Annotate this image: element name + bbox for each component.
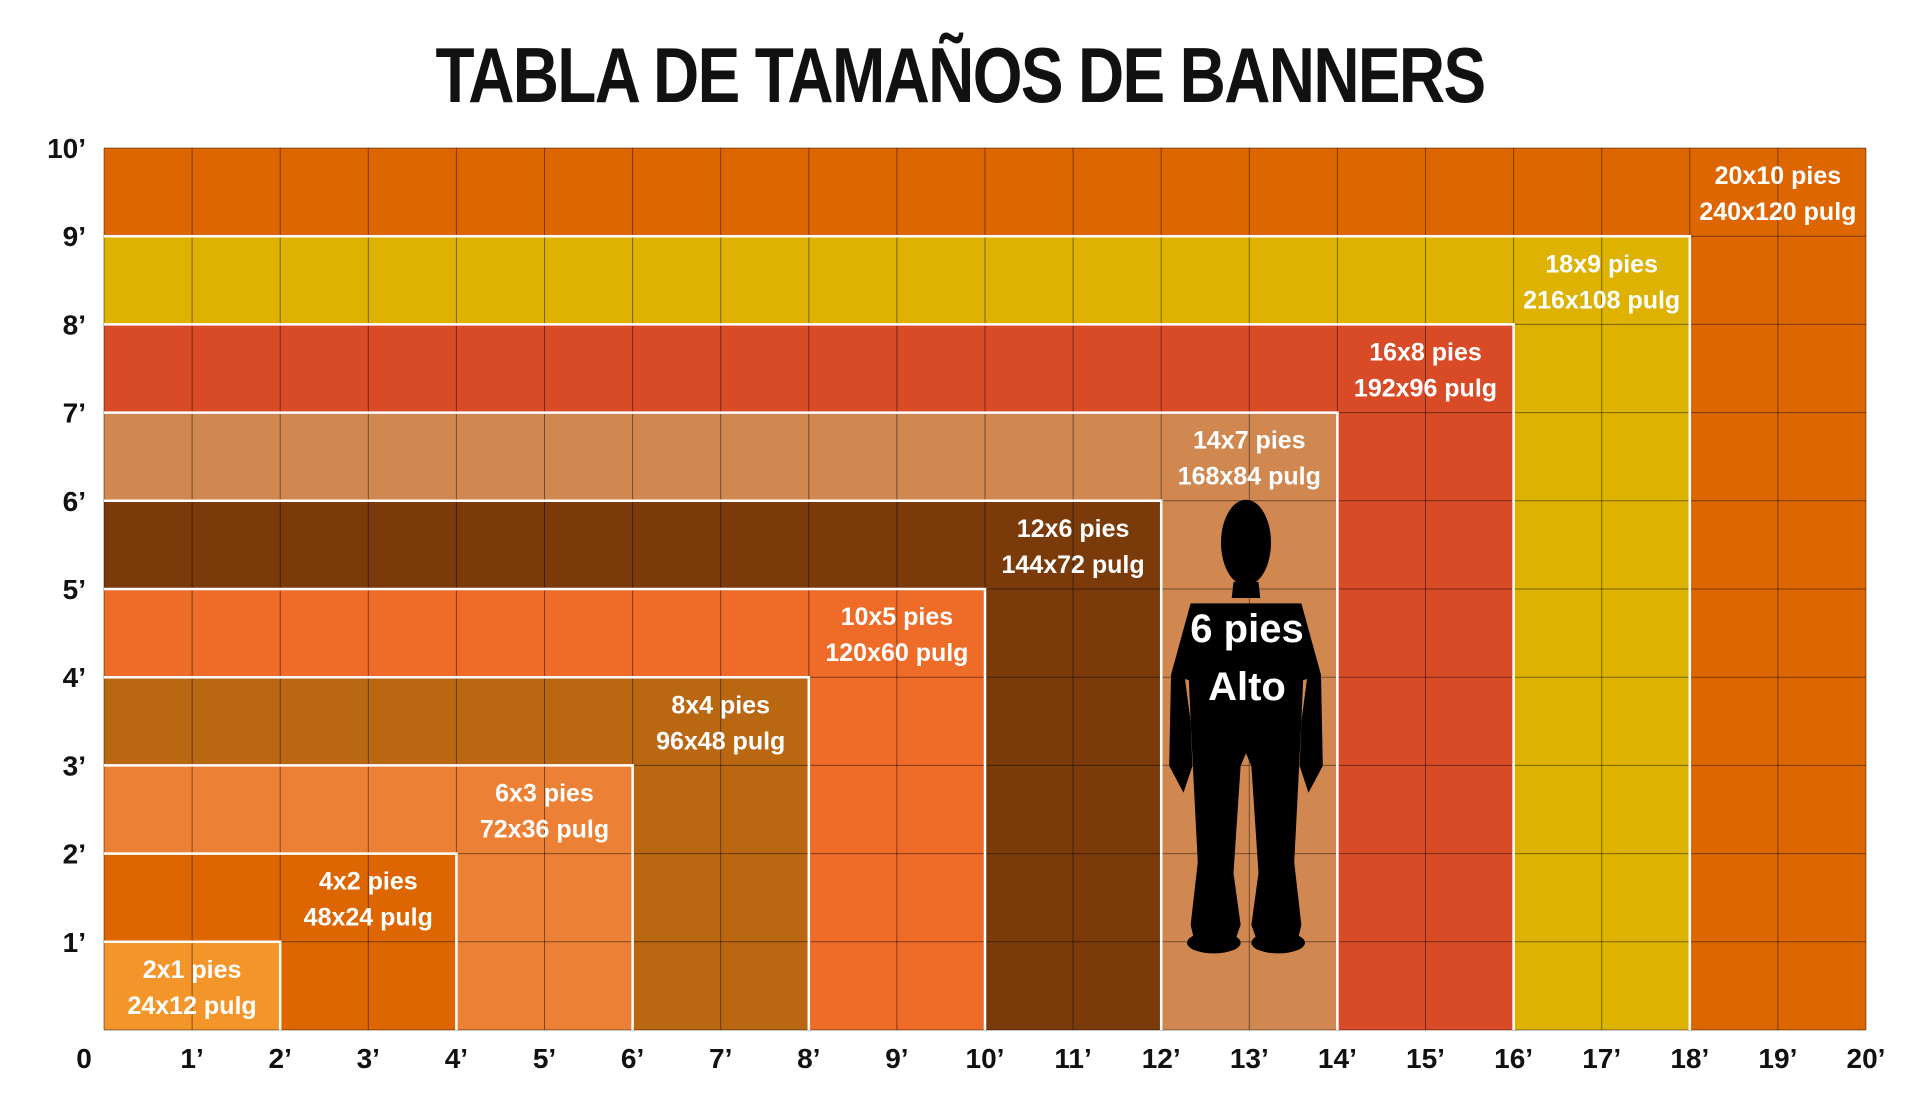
banner-labels: 20x10 pies 240x120 pulg 18x9 pies 216x108 p… <box>127 162 1856 1020</box>
banner-label-feet: 18x9 pies <box>1545 250 1658 278</box>
banner-label-feet: 20x10 pies <box>1715 162 1842 190</box>
banner-border-12x6 <box>104 499 1163 1030</box>
banner-label-inches: 144x72 pulg <box>1002 551 1145 579</box>
human-silhouette: 6 pies Alto <box>1169 499 1323 954</box>
x-tick-label: 8’ <box>797 1043 820 1074</box>
x-tick-label: 13’ <box>1230 1043 1269 1074</box>
x-tick-label: 14’ <box>1318 1043 1357 1074</box>
y-tick-label: 3’ <box>63 750 86 781</box>
y-tick-label: 6’ <box>63 486 86 517</box>
banner-label-inches: 168x84 pulg <box>1178 463 1321 491</box>
banner-label-feet: 16x8 pies <box>1369 339 1482 367</box>
banner-label-feet: 8x4 pies <box>671 691 770 719</box>
x-tick-label: 9’ <box>885 1043 908 1074</box>
banner-label-inches: 216x108 pulg <box>1523 286 1680 314</box>
banner-label-inches: 48x24 pulg <box>304 904 433 932</box>
x-tick-label: 16’ <box>1494 1043 1533 1074</box>
x-tick-label: 3’ <box>357 1043 380 1074</box>
banner-border-8x4 <box>104 675 811 1030</box>
x-tick-label: 2’ <box>269 1043 292 1074</box>
x-tick-label: 20’ <box>1847 1043 1886 1074</box>
banner-border-4x2 <box>104 852 458 1030</box>
banner-label-feet: 14x7 pies <box>1193 427 1306 455</box>
banner-label-inches: 192x96 pulg <box>1354 375 1497 403</box>
banner-label-inches: 72x36 pulg <box>480 816 609 844</box>
x-tick-label: 0 <box>76 1043 92 1074</box>
banner-label-inches: 96x48 pulg <box>656 727 785 755</box>
y-tick-label: 2’ <box>63 839 86 870</box>
x-tick-label: 5’ <box>533 1043 556 1074</box>
banner-rect-2x1 <box>104 941 281 1030</box>
x-tick-label: 15’ <box>1406 1043 1445 1074</box>
banner-label-feet: 4x2 pies <box>319 868 418 896</box>
y-tick-label: 1’ <box>63 927 86 958</box>
y-axis: 1’ 2’ 3’ 4’ 5’ 6’ 7’ 8’ 9’ 10’ <box>47 133 86 958</box>
x-tick-label: 10’ <box>966 1043 1005 1074</box>
y-tick-label: 8’ <box>63 309 86 340</box>
y-tick-label: 10’ <box>47 133 86 164</box>
banner-border-10x5 <box>104 587 987 1030</box>
x-tick-label: 18’ <box>1670 1043 1709 1074</box>
banner-border-6x3 <box>104 764 634 1030</box>
x-tick-label: 4’ <box>445 1043 468 1074</box>
x-tick-label: 7’ <box>709 1043 732 1074</box>
x-tick-label: 1’ <box>180 1043 203 1074</box>
banner-border-18x9 <box>104 234 1692 1030</box>
x-tick-label: 11’ <box>1054 1043 1091 1074</box>
x-axis: 0 1’ 2’ 3’ 4’ 5’ 6’ 7’ 8’ 9’ 10’ 11’ 12’ 13’ 14’ 15’ 16’… <box>76 1043 1885 1074</box>
person-icon <box>1169 499 1323 954</box>
banner-label-feet: 12x6 pies <box>1017 515 1130 543</box>
banner-label-feet: 6x3 pies <box>495 780 594 808</box>
banner-border-2x1 <box>104 940 282 1030</box>
y-tick-label: 4’ <box>63 662 86 693</box>
grid-lines <box>103 147 1867 1031</box>
banner-border-16x8 <box>104 323 1515 1030</box>
y-tick-label: 5’ <box>63 574 86 605</box>
banner-label-inches: 120x60 pulg <box>825 639 968 667</box>
banner-border-14x7 <box>104 411 1339 1030</box>
banner-label-inches: 240x120 pulg <box>1699 198 1856 226</box>
x-tick-label: 19’ <box>1758 1043 1797 1074</box>
human-height-label-line2: Alto <box>1208 665 1286 709</box>
banner-label-feet: 2x1 pies <box>143 956 242 984</box>
banner-label-feet: 10x5 pies <box>841 603 954 631</box>
x-tick-label: 17’ <box>1582 1043 1621 1074</box>
x-tick-label: 12’ <box>1142 1043 1181 1074</box>
human-height-label-line1: 6 pies <box>1190 607 1303 651</box>
y-tick-label: 7’ <box>63 398 86 429</box>
banner-label-inches: 24x12 pulg <box>127 992 256 1020</box>
page-title: TABLA DE TAMAÑOS DE BANNERS <box>435 31 1487 119</box>
x-tick-label: 6’ <box>621 1043 644 1074</box>
y-tick-label: 9’ <box>63 221 86 252</box>
